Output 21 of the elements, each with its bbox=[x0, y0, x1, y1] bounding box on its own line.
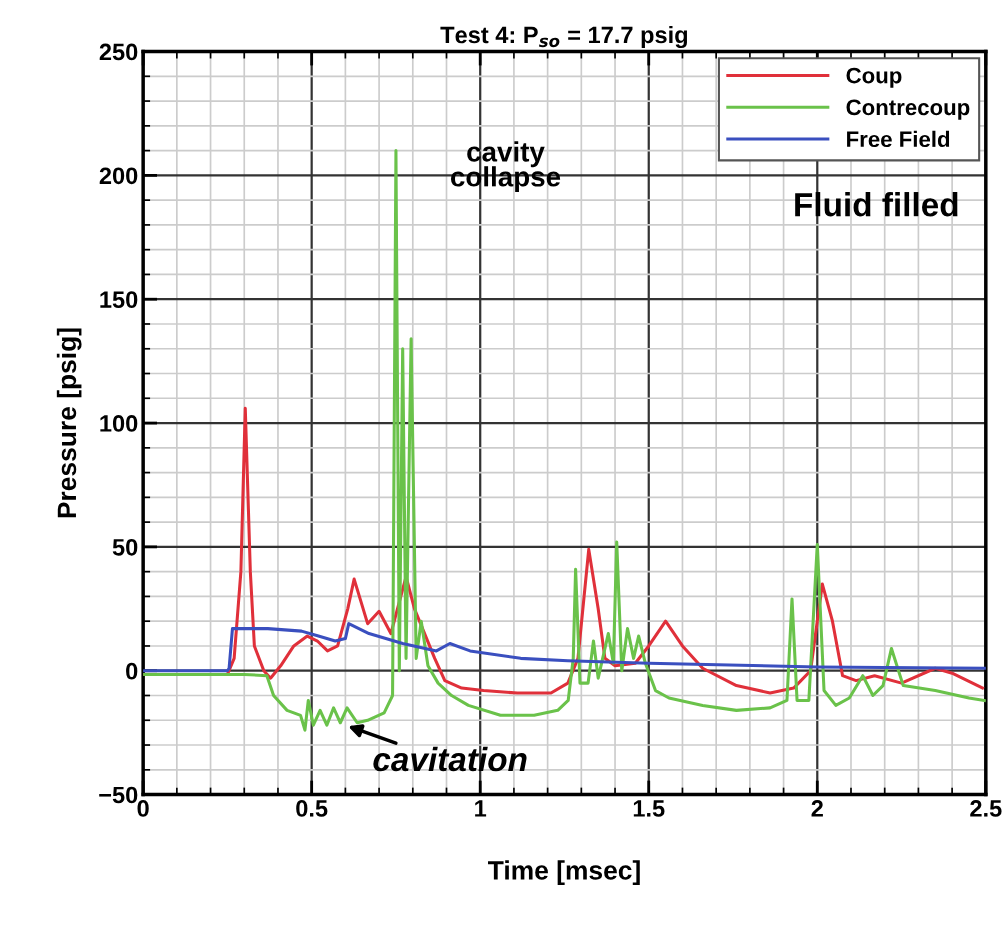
line-series bbox=[143, 622, 986, 673]
y-tick-label: −50 bbox=[99, 786, 138, 804]
legend-label: Contrecoup bbox=[846, 99, 970, 120]
legend-label: Coup bbox=[846, 67, 902, 88]
y-tick-label: 100 bbox=[100, 415, 138, 432]
x-tick-label: 0.5 bbox=[296, 800, 328, 817]
y-tick-label: 250 bbox=[99, 43, 138, 61]
y-tick-label: 0 bbox=[126, 662, 138, 680]
y-tick-label: 50 bbox=[112, 538, 138, 556]
y-tick-label: 200 bbox=[99, 167, 138, 185]
y-tick-label: 150 bbox=[100, 291, 138, 308]
x-tick-label: 1.5 bbox=[633, 800, 665, 817]
x-axis-title: Time [msec] bbox=[488, 860, 640, 885]
x-tick-label: 1 bbox=[475, 800, 487, 817]
x-tick-label: 0 bbox=[137, 800, 149, 817]
annotation: Fluid filled bbox=[795, 192, 958, 217]
y-axis-title: Pressure [psig] bbox=[56, 328, 82, 518]
x-tick-label: 2.5 bbox=[970, 800, 1002, 817]
legend-label: Free Field bbox=[847, 130, 950, 148]
x-tick-label: 2 bbox=[811, 800, 823, 817]
chart-title: Test 4: P$_{so}$ = 17.7 psig bbox=[440, 25, 688, 49]
